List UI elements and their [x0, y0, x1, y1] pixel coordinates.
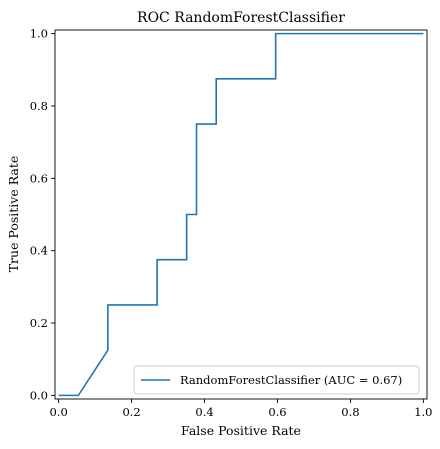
y-tick-label: 0.6	[30, 171, 48, 185]
x-tick-label: 0.6	[268, 405, 286, 419]
y-tick-label: 1.0	[30, 27, 48, 41]
x-tick-label: 0.4	[195, 405, 213, 419]
y-tick-label: 0.2	[30, 316, 48, 330]
x-tick-label: 0.2	[122, 405, 140, 419]
x-axis-label: False Positive Rate	[181, 423, 301, 438]
chart-title: ROC RandomForestClassifier	[137, 10, 345, 26]
x-axis-ticks: 0.0 0.2 0.4 0.6 0.8 1.0	[49, 399, 433, 419]
legend-entry-label: RandomForestClassifier (AUC = 0.67)	[180, 373, 402, 387]
y-axis-ticks: 0.0 0.2 0.4 0.6 0.8 1.0	[30, 27, 55, 402]
y-tick-label: 0.8	[30, 99, 48, 113]
y-tick-label: 0.0	[30, 388, 48, 402]
legend: RandomForestClassifier (AUC = 0.67)	[133, 365, 420, 395]
roc-curve-line	[58, 32, 424, 397]
x-tick-label: 0.8	[341, 405, 359, 419]
x-tick-label: 0.0	[49, 405, 67, 419]
x-tick-label: 1.0	[414, 405, 432, 419]
plot-area	[54, 29, 428, 400]
legend-box	[133, 365, 420, 395]
y-tick-label: 0.4	[30, 244, 48, 258]
y-axis-label: True Positive Rate	[6, 156, 21, 273]
axes-frame	[54, 29, 428, 400]
